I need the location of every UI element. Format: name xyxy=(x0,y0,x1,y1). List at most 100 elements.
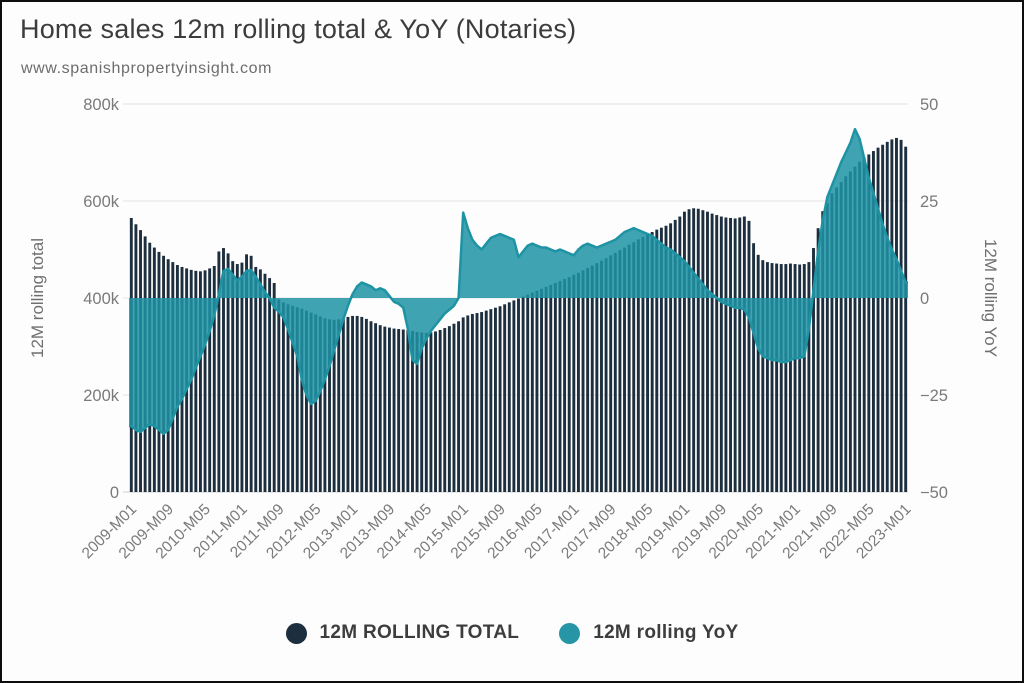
bar xyxy=(890,139,894,492)
bar xyxy=(862,157,866,492)
bar xyxy=(198,271,202,492)
bar xyxy=(447,326,451,492)
bar xyxy=(659,227,663,493)
bar xyxy=(258,269,262,492)
bar xyxy=(387,327,391,492)
yoy-line xyxy=(129,127,908,436)
bar xyxy=(650,232,654,493)
bar xyxy=(871,151,875,493)
bar xyxy=(480,312,484,492)
bar xyxy=(784,264,788,492)
bar xyxy=(466,315,470,492)
bar xyxy=(420,332,424,492)
bar xyxy=(627,244,631,492)
bar xyxy=(544,286,548,492)
bar xyxy=(443,328,447,492)
bar xyxy=(678,216,682,492)
bar xyxy=(798,264,802,492)
bar xyxy=(752,243,756,492)
bar xyxy=(249,255,253,492)
bar xyxy=(558,281,562,492)
bar xyxy=(470,314,474,492)
bar xyxy=(434,331,437,492)
bar xyxy=(641,236,645,492)
bar xyxy=(452,323,456,492)
bar xyxy=(839,182,843,492)
bar xyxy=(830,193,834,493)
bar xyxy=(277,299,281,492)
bar xyxy=(747,220,751,492)
right-axis-tick-label: −50 xyxy=(920,484,948,502)
bar xyxy=(355,315,359,492)
bar xyxy=(498,306,502,492)
bar xyxy=(646,234,650,492)
bar xyxy=(521,296,525,492)
right-axis-tick-label: 0 xyxy=(920,290,929,308)
bar xyxy=(374,323,378,492)
bar xyxy=(231,261,235,492)
bar xyxy=(632,242,636,492)
bar xyxy=(756,254,760,492)
bar xyxy=(669,223,673,492)
bar xyxy=(360,316,364,492)
bar xyxy=(535,290,539,492)
bar xyxy=(392,328,396,492)
bar xyxy=(383,326,387,492)
bar xyxy=(600,260,603,492)
bar xyxy=(263,273,267,492)
legend-marker-rolling-yoy-icon xyxy=(559,622,581,644)
bar xyxy=(475,313,479,492)
bar xyxy=(397,329,401,492)
bar xyxy=(765,262,769,492)
bar xyxy=(789,263,792,492)
legend-item-rolling-yoy[interactable]: 12M rolling YoY xyxy=(559,622,738,644)
bar xyxy=(807,262,811,492)
bar xyxy=(203,270,207,492)
chart-legend: 12M ROLLING TOTAL 12M rolling YoY xyxy=(2,622,1022,644)
bar xyxy=(406,330,410,492)
chart-title: Home sales 12m rolling total & YoY (Nota… xyxy=(20,14,577,44)
bar xyxy=(825,202,829,492)
bar xyxy=(775,263,779,492)
bar xyxy=(567,277,571,492)
bar xyxy=(235,264,239,492)
bar xyxy=(222,248,225,492)
legend-marker-rolling-total-icon xyxy=(285,622,307,644)
bar xyxy=(816,228,820,492)
bar xyxy=(835,187,839,493)
bar xyxy=(664,225,668,493)
bar xyxy=(346,316,350,492)
bar xyxy=(609,255,613,492)
bar xyxy=(245,254,248,492)
bar xyxy=(604,258,608,492)
bar xyxy=(623,247,626,492)
bar xyxy=(770,263,774,492)
bar xyxy=(217,251,221,492)
bar xyxy=(424,332,428,492)
bar xyxy=(719,216,723,492)
bar xyxy=(212,265,216,492)
bar xyxy=(401,329,405,492)
bar xyxy=(226,253,230,492)
legend-item-rolling-total[interactable]: 12M ROLLING TOTAL xyxy=(285,622,520,644)
left-axis-tick-label: 200k xyxy=(83,387,120,405)
bar xyxy=(563,279,567,492)
bar xyxy=(512,300,516,492)
bar xyxy=(848,171,852,493)
bar xyxy=(540,288,543,492)
bar xyxy=(858,161,862,492)
yoy-area xyxy=(129,129,908,434)
bar xyxy=(503,304,507,492)
bar xyxy=(812,248,815,492)
bar xyxy=(208,268,212,492)
bar xyxy=(489,309,493,492)
bar xyxy=(802,264,806,492)
bar xyxy=(701,210,705,492)
bar xyxy=(314,314,318,492)
bar xyxy=(876,147,880,492)
bar xyxy=(821,211,825,492)
left-axis-tick-label: 800k xyxy=(83,96,120,114)
bar xyxy=(240,262,244,492)
